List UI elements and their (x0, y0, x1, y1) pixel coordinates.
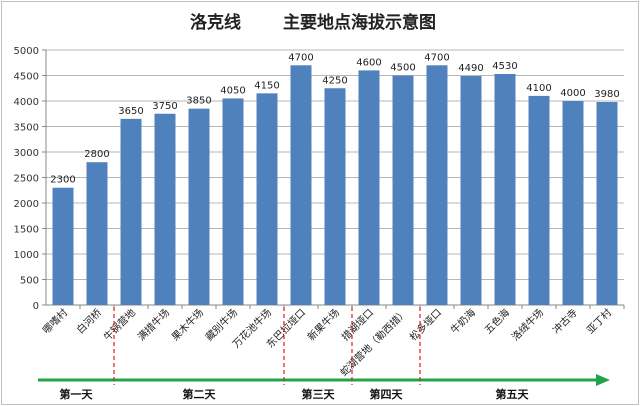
bar-14 (528, 95, 550, 306)
y-tick-label-0: 0 (33, 301, 39, 312)
value-label-13: 4530 (492, 61, 517, 72)
value-label-10: 4500 (390, 63, 415, 74)
y-tick-label-4: 2000 (14, 199, 39, 210)
value-label-14: 4100 (526, 83, 551, 94)
bar-3 (154, 113, 176, 305)
y-tick-label-9: 4500 (14, 72, 39, 83)
value-label-12: 4490 (458, 63, 483, 74)
value-label-5: 4050 (220, 85, 245, 96)
y-tick-label-5: 2500 (14, 174, 39, 185)
category-label-4: 果木牛场 (169, 306, 206, 343)
bar-13 (494, 73, 516, 305)
bar-7 (290, 65, 312, 305)
y-tick-label-1: 500 (20, 276, 39, 287)
value-label-1: 2800 (84, 149, 109, 160)
category-label-1: 白河桥 (74, 306, 104, 336)
category-label-3: 满措牛场 (135, 306, 172, 343)
value-label-4: 3850 (186, 96, 211, 107)
value-label-16: 3980 (594, 89, 619, 100)
value-label-11: 4700 (424, 52, 449, 63)
category-label-14: 洛绒牛场 (509, 306, 546, 343)
category-label-2: 牛锅营地 (101, 306, 138, 343)
category-label-5: 藏别牛场 (203, 306, 240, 343)
day-label-0: 第一天 (60, 387, 94, 401)
bar-5 (222, 98, 244, 305)
y-tick-label-3: 1500 (14, 225, 39, 236)
day-label-2: 第三天 (302, 387, 336, 401)
value-label-2: 3650 (118, 106, 143, 117)
bar-11 (426, 65, 448, 305)
category-label-15: 冲古寺 (550, 306, 580, 336)
timeline-arrow-head (596, 374, 610, 386)
bar-4 (188, 108, 210, 306)
category-label-9: 措湖垭口 (339, 306, 376, 343)
y-tick-label-2: 1000 (14, 250, 39, 261)
day-label-4: 第五天 (496, 387, 530, 401)
value-label-3: 3750 (152, 101, 177, 112)
bar-2 (120, 118, 142, 305)
chart-title-route: 洛克线 (190, 13, 241, 33)
value-label-0: 2300 (50, 175, 75, 186)
value-label-15: 4000 (560, 88, 585, 99)
bar-16 (596, 102, 618, 306)
bar-1 (86, 162, 108, 305)
value-label-6: 4150 (254, 80, 279, 91)
y-tick-label-10: 5000 (14, 46, 39, 57)
bar-0 (52, 187, 74, 305)
chart-title-main: 主要地点海拔示意图 (283, 13, 436, 33)
bar-9 (358, 70, 380, 306)
bar-8 (324, 88, 346, 305)
category-label-12: 牛奶海 (448, 306, 478, 336)
value-label-9: 4600 (356, 57, 381, 68)
category-label-0: 哪嗜村 (40, 306, 70, 336)
y-tick-label-6: 3000 (14, 148, 39, 159)
category-label-8: 新果牛场 (305, 306, 342, 343)
y-tick-label-7: 3500 (14, 123, 39, 134)
category-label-13: 五色海 (482, 306, 512, 336)
y-tick-label-8: 4000 (14, 97, 39, 108)
category-label-11: 松多垭口 (407, 306, 444, 343)
bar-10 (392, 75, 414, 305)
value-label-7: 4700 (288, 52, 313, 63)
category-label-16: 亚丁村 (584, 306, 614, 336)
value-label-8: 4250 (322, 75, 347, 86)
day-label-1: 第二天 (183, 387, 217, 401)
chart-title: 洛克线 主要地点海拔示意图 (0, 8, 640, 33)
bar-6 (256, 93, 278, 305)
bar-12 (460, 76, 482, 305)
bar-15 (562, 101, 584, 305)
day-label-3: 第四天 (370, 387, 404, 401)
